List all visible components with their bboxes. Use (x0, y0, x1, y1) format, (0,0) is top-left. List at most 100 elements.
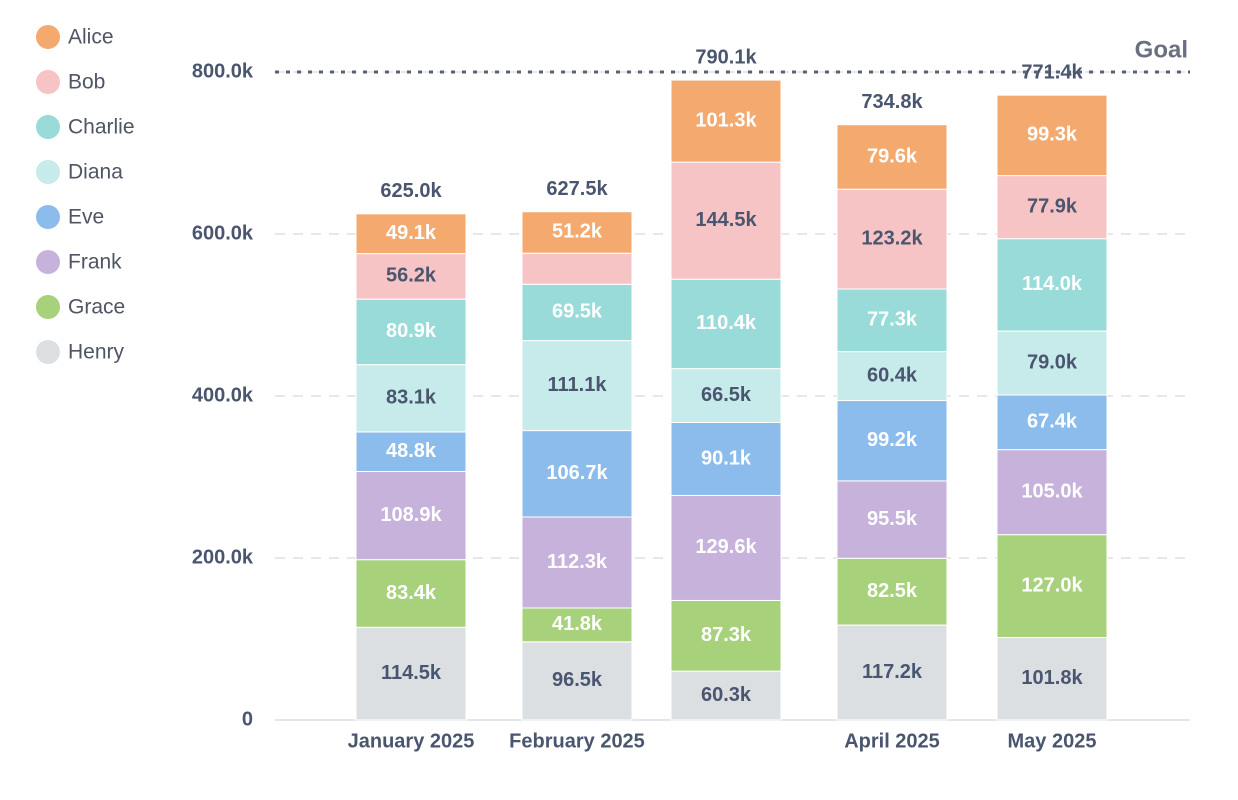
bar-segment (836, 557, 948, 626)
bar-segment (836, 480, 948, 559)
bar-segment (670, 79, 782, 163)
bar-segment (521, 516, 633, 609)
data-label: 105.0k (1021, 480, 1083, 502)
x-tick-label: May 2025 (1008, 730, 1097, 752)
bar-segment (670, 494, 782, 601)
data-label: 51.2k (552, 221, 603, 243)
data-label: 108.9k (380, 504, 442, 526)
bar-segment (996, 394, 1108, 451)
total-label: 771.4k (1021, 61, 1083, 83)
total-label: 627.5k (546, 178, 608, 200)
data-label: 41.8k (552, 613, 603, 635)
legend-swatch (36, 160, 60, 184)
legend-label: Charlie (68, 116, 135, 139)
total-label: 625.0k (380, 180, 442, 202)
legend-label: Bob (68, 71, 105, 94)
legend-label: Eve (68, 206, 104, 229)
bar-segment (670, 670, 782, 721)
bar-segment (355, 626, 467, 721)
data-label: 82.5k (867, 580, 918, 602)
data-label: 67.4k (1027, 411, 1078, 433)
bar-segment (836, 188, 948, 290)
legend-label: Frank (68, 251, 122, 274)
bar-segment (521, 641, 633, 721)
bar-segment (996, 238, 1108, 332)
bar-segment (670, 278, 782, 370)
legend-label: Henry (68, 341, 125, 364)
bar-segment (670, 421, 782, 496)
y-tick-label: 0 (242, 708, 253, 730)
legend-label: Alice (68, 26, 114, 49)
y-tick-label: 400.0k (192, 384, 254, 406)
x-tick-label: April 2025 (844, 730, 940, 752)
legend-swatch (36, 205, 60, 229)
data-label: 60.3k (701, 684, 752, 706)
y-tick-label: 800.0k (192, 60, 254, 82)
data-label: 69.5k (552, 301, 603, 323)
data-label: 95.5k (867, 508, 918, 530)
x-tick-label: February 2025 (509, 730, 645, 752)
bar-segment (670, 368, 782, 423)
bar-segment (836, 124, 948, 190)
bar-segment (521, 607, 633, 643)
data-label: 111.1k (548, 374, 608, 396)
data-label: 79.0k (1027, 351, 1078, 373)
data-label: 49.1k (386, 222, 437, 244)
legend-swatch (36, 250, 60, 274)
data-label: 99.3k (1027, 124, 1078, 146)
bar-segment (836, 351, 948, 402)
data-label: 101.8k (1021, 667, 1083, 689)
bar-segment (670, 161, 782, 280)
goal-label: Goal (1135, 36, 1188, 63)
data-label: 87.3k (701, 624, 752, 646)
bar-segment (355, 559, 467, 628)
x-tick-label: January 2025 (348, 730, 475, 752)
data-label: 112.3k (547, 551, 608, 573)
bar-segment (996, 94, 1108, 177)
bar-segment (521, 252, 633, 285)
bar-segment (996, 637, 1108, 721)
data-label: 90.1k (701, 447, 752, 469)
bar-segment (521, 211, 633, 254)
data-label: 56.2k (386, 265, 437, 287)
data-label: 48.8k (386, 440, 437, 462)
bar-segment (521, 283, 633, 342)
total-label: 790.1k (695, 46, 757, 68)
bar-segment (836, 400, 948, 482)
data-label: 129.6k (695, 536, 757, 558)
data-label: 114.0k (1022, 273, 1083, 295)
bar-segment (355, 213, 467, 255)
bar-segment (996, 449, 1108, 536)
legend-swatch (36, 115, 60, 139)
bar-segment (670, 599, 782, 672)
data-label: 79.6k (867, 145, 918, 167)
data-label: 80.9k (386, 320, 437, 342)
data-label: 99.2k (867, 429, 918, 451)
data-label: 114.5k (381, 662, 442, 684)
data-label: 101.3k (695, 109, 757, 131)
y-tick-label: 200.0k (192, 546, 254, 568)
data-label: 110.4k (696, 312, 757, 334)
data-label: 106.7k (546, 462, 608, 484)
data-label: 144.5k (695, 209, 757, 231)
bar-segment (836, 624, 948, 721)
bar-segment (996, 534, 1108, 639)
data-label: 83.4k (386, 582, 437, 604)
legend-label: Grace (68, 296, 125, 319)
legend-swatch (36, 340, 60, 364)
legend-swatch (36, 295, 60, 319)
bar-segment (521, 430, 633, 518)
data-label: 77.9k (1027, 195, 1078, 217)
y-tick-label: 600.0k (192, 222, 254, 244)
data-label: 77.3k (867, 309, 918, 331)
legend-label: Diana (68, 161, 123, 184)
data-label: 83.1k (386, 387, 437, 409)
data-label: 60.4k (867, 364, 918, 386)
total-label: 734.8k (861, 91, 923, 113)
data-label: 123.2k (861, 227, 923, 249)
legend-swatch (36, 25, 60, 49)
bar-segment (355, 253, 467, 300)
bar-segment (521, 340, 633, 432)
data-label: 127.0k (1021, 574, 1083, 596)
